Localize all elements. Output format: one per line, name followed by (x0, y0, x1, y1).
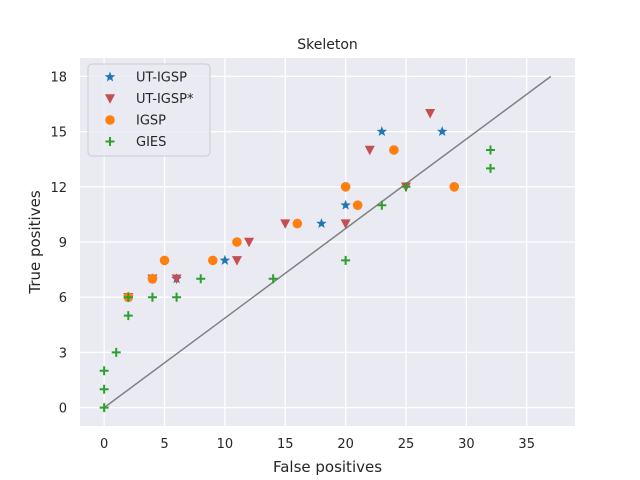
y-tick-label: 9 (59, 236, 67, 251)
x-tick-label: 5 (160, 437, 168, 452)
data-point (364, 145, 375, 156)
x-tick-label: 25 (398, 437, 415, 452)
data-point (99, 384, 109, 394)
data-point (340, 199, 351, 210)
x-tick-label: 15 (277, 437, 294, 452)
data-point (280, 219, 291, 229)
data-point (159, 255, 170, 266)
legend-marker (105, 94, 115, 104)
grid-lines (80, 58, 575, 426)
legend-item: UT-IGSP (104, 71, 187, 86)
y-axis-label: True positives (26, 190, 44, 294)
data-point (485, 145, 495, 155)
data-point (449, 182, 460, 192)
y-tick-label: 6 (59, 291, 67, 306)
data-point (219, 254, 231, 265)
data-point (111, 347, 121, 357)
data-point (232, 237, 242, 247)
data-point (436, 126, 448, 137)
data-point (352, 200, 363, 210)
series-circle (123, 145, 460, 303)
data-points (99, 108, 495, 413)
data-point (99, 366, 109, 376)
data-point (99, 403, 109, 413)
data-point (316, 218, 327, 229)
chart-title: Skeleton (297, 37, 358, 53)
x-tick-label: 30 (458, 437, 475, 452)
data-point (377, 200, 387, 210)
data-point (341, 255, 351, 265)
data-point (147, 292, 157, 302)
data-point (172, 292, 182, 302)
legend-item: GIES (105, 135, 166, 150)
legend-marker (105, 115, 115, 125)
x-tick-labels: 0 5 10 15 20 25 30 35 (100, 437, 535, 452)
data-point (123, 311, 133, 321)
data-point (231, 256, 242, 266)
x-axis-label: False positives (273, 458, 382, 476)
legend-box (87, 63, 211, 157)
y-tick-label: 3 (59, 346, 67, 361)
legend-label: GIES (136, 135, 166, 150)
legend-label: IGSP (136, 114, 166, 129)
x-tick-label: 10 (217, 437, 234, 452)
legend-marker (104, 71, 116, 82)
legend-marker (105, 137, 115, 146)
legend-item: UT-IGSP* (105, 92, 194, 107)
y-tick-label: 18 (50, 70, 67, 85)
y-tick-label: 12 (50, 181, 67, 196)
x-tick-label: 0 (100, 437, 108, 452)
data-point (425, 108, 436, 119)
reference-line (103, 75, 552, 409)
data-point (196, 274, 206, 284)
legend-label: UT-IGSP* (136, 92, 194, 107)
data-point (401, 182, 411, 192)
legend-label: UT-IGSP (136, 71, 187, 86)
legend-item: IGSP (105, 114, 166, 129)
data-point (268, 274, 278, 284)
y-tick-label: 15 (50, 126, 67, 141)
x-tick-label: 20 (337, 437, 354, 452)
x-tick-label: 35 (518, 437, 535, 452)
data-point (244, 237, 255, 248)
legend: UT-IGSP UT-IGSP* IGSP GIES (87, 63, 211, 157)
y-tick-label: 0 (59, 402, 67, 417)
reference-line-layer (103, 75, 552, 409)
data-point (208, 255, 218, 266)
data-point (147, 274, 158, 284)
data-point (340, 219, 351, 229)
series-plus (99, 145, 495, 413)
data-point (485, 163, 495, 173)
y-tick-labels: 0 3 6 9 12 15 18 (50, 70, 67, 416)
data-point (123, 292, 133, 302)
data-point (389, 145, 399, 155)
data-point (171, 274, 182, 285)
data-point (292, 218, 303, 229)
data-point (340, 182, 351, 192)
data-point (376, 126, 388, 137)
